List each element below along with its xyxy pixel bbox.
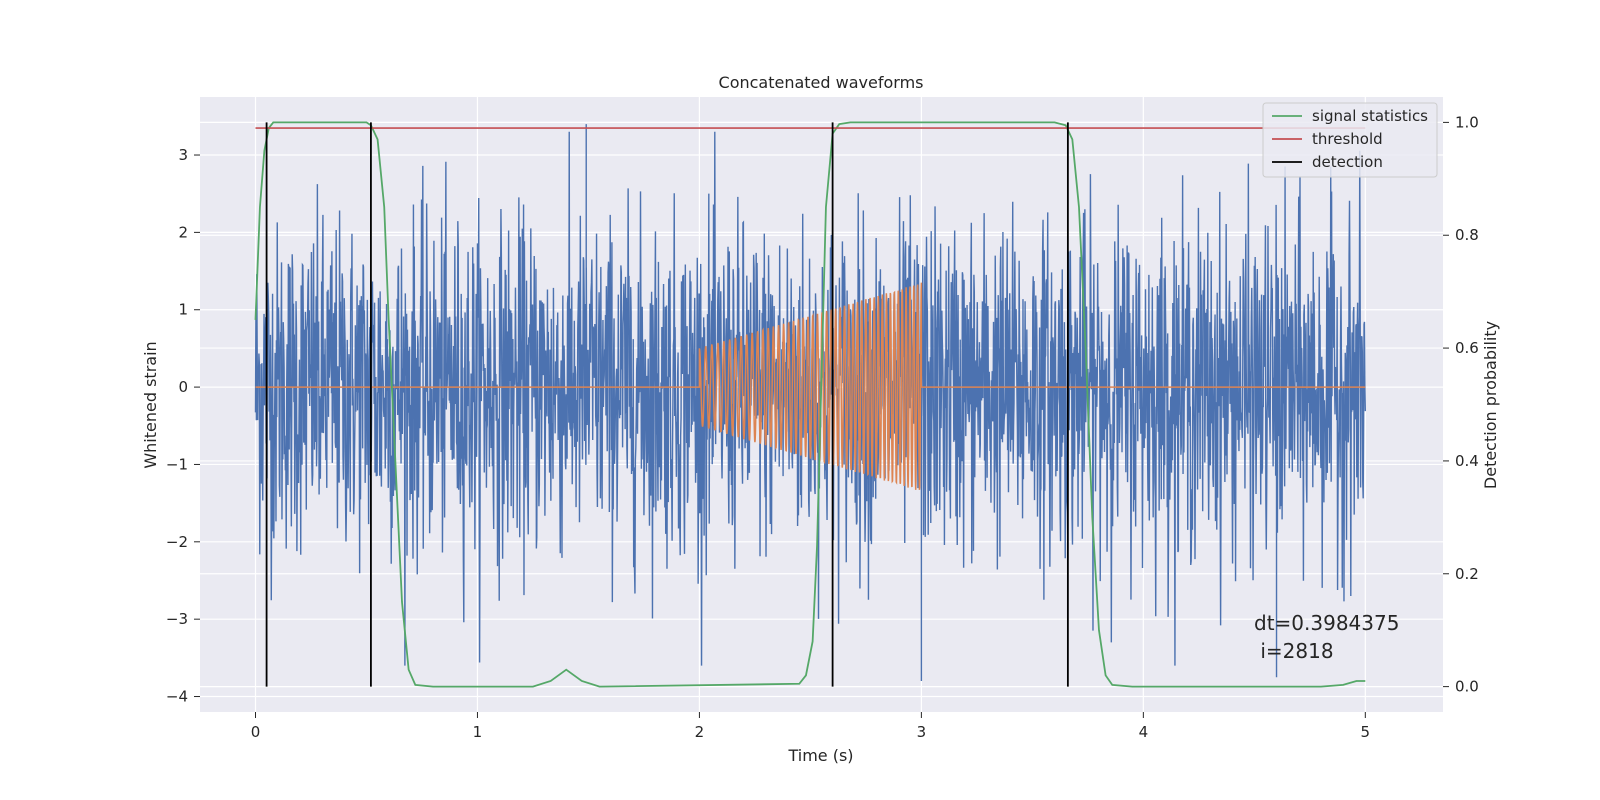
y2-axis-label: Detection probability <box>1481 321 1500 489</box>
noise-series-line <box>254 131 1367 666</box>
annotation-dt: dt=0.3984375 <box>1254 611 1399 635</box>
legend-box <box>1262 102 1438 178</box>
y2-tick-label: 0.0 <box>1455 678 1479 696</box>
x-tick-label: 2 <box>695 723 705 741</box>
y-tick-label: 1 <box>178 301 188 319</box>
chart-title: Concatenated waveforms <box>719 73 924 92</box>
y-axis-label: Whitened strain <box>141 341 160 468</box>
x-tick-label: 0 <box>251 723 261 741</box>
legend-label-detection: detection <box>1312 153 1383 171</box>
y-tick-label: −3 <box>166 610 188 628</box>
y-tick-label: −2 <box>166 533 188 551</box>
data-layer <box>254 121 1367 688</box>
y2-tick-label: 0.8 <box>1455 226 1479 244</box>
y-tick-label: 0 <box>178 378 188 396</box>
y2-tick-label: 0.6 <box>1455 339 1479 357</box>
legend-label-signal-statistics: signal statistics <box>1312 107 1428 125</box>
y-tick-label: 3 <box>178 146 188 164</box>
y-axis-ticks: −4 −3 −2 −1 0 1 2 3 <box>166 146 200 706</box>
x-axis-label: Time (s) <box>787 746 853 765</box>
legend: signal statistics threshold detection <box>1262 102 1438 178</box>
x-tick-label: 4 <box>1139 723 1149 741</box>
y-tick-label: −1 <box>166 455 188 473</box>
injected-series-line <box>255 282 1366 490</box>
y2-tick-label: 1.0 <box>1455 113 1479 131</box>
x-tick-label: 1 <box>473 723 483 741</box>
x-axis-ticks: 0 1 2 3 4 5 <box>251 712 1370 741</box>
y-tick-label: 2 <box>178 223 188 241</box>
annotation-index: i=2818 <box>1254 639 1334 663</box>
y2-tick-label: 0.2 <box>1455 565 1479 583</box>
y2-axis-ticks: 0.0 0.2 0.4 0.6 0.8 1.0 <box>1443 113 1479 696</box>
y-tick-label: −4 <box>166 688 188 706</box>
x-tick-label: 5 <box>1361 723 1371 741</box>
legend-label-threshold: threshold <box>1312 130 1383 148</box>
x-tick-label: 3 <box>917 723 927 741</box>
y2-tick-label: 0.4 <box>1455 452 1479 470</box>
